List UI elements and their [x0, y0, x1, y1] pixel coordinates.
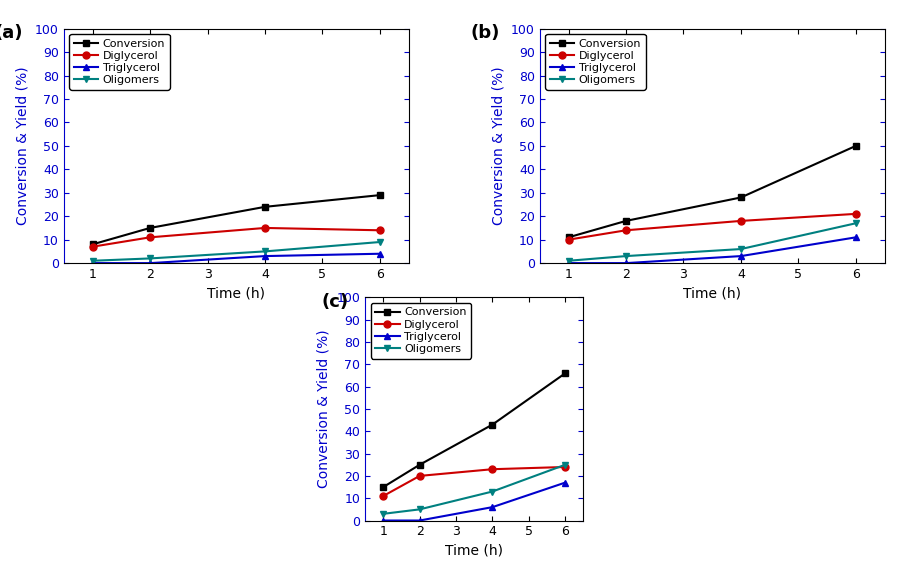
Line: Triglycerol: Triglycerol — [565, 234, 858, 267]
Oligomers — [486, 488, 497, 495]
Line: Triglycerol: Triglycerol — [379, 479, 568, 524]
Diglycerol — [562, 236, 573, 243]
Triglycerol — [414, 517, 425, 524]
Line: Oligomers: Oligomers — [89, 239, 383, 264]
Diglycerol — [260, 224, 271, 231]
Conversion — [619, 217, 630, 224]
X-axis label: Time (h): Time (h) — [445, 544, 503, 558]
Line: Oligomers: Oligomers — [379, 461, 568, 517]
Diglycerol — [145, 234, 156, 241]
Conversion — [849, 142, 860, 149]
Triglycerol — [87, 260, 98, 267]
Diglycerol — [849, 210, 860, 217]
Oligomers — [374, 239, 385, 245]
Diglycerol — [619, 227, 630, 234]
Text: (b): (b) — [470, 24, 499, 42]
Conversion — [559, 370, 570, 377]
Oligomers — [562, 257, 573, 264]
Conversion — [374, 192, 385, 198]
Y-axis label: Conversion & Yield (%): Conversion & Yield (%) — [15, 66, 29, 225]
Conversion — [260, 204, 271, 210]
Conversion — [87, 241, 98, 248]
Conversion — [486, 421, 497, 428]
Oligomers — [260, 248, 271, 255]
Triglycerol — [260, 253, 271, 260]
Line: Diglycerol: Diglycerol — [379, 463, 568, 499]
Oligomers — [734, 245, 745, 252]
Diglycerol — [377, 492, 388, 499]
Triglycerol — [374, 251, 385, 257]
Text: (a): (a) — [0, 24, 24, 42]
Diglycerol — [559, 463, 570, 470]
Conversion — [145, 224, 156, 231]
Line: Conversion: Conversion — [379, 370, 568, 491]
Legend: Conversion, Diglycerol, Triglycerol, Oligomers: Conversion, Diglycerol, Triglycerol, Oli… — [545, 34, 645, 90]
Line: Diglycerol: Diglycerol — [565, 210, 858, 243]
Triglycerol — [734, 253, 745, 260]
Text: (c): (c) — [321, 293, 348, 311]
Diglycerol — [734, 217, 745, 224]
Line: Diglycerol: Diglycerol — [89, 224, 383, 250]
Line: Oligomers: Oligomers — [565, 220, 858, 264]
Triglycerol — [559, 479, 570, 486]
Line: Triglycerol: Triglycerol — [89, 251, 383, 267]
Oligomers — [145, 255, 156, 262]
X-axis label: Time (h): Time (h) — [207, 287, 265, 300]
Conversion — [414, 461, 425, 468]
Oligomers — [559, 461, 570, 468]
Triglycerol — [619, 260, 630, 267]
Conversion — [734, 194, 745, 201]
Y-axis label: Conversion & Yield (%): Conversion & Yield (%) — [316, 329, 331, 488]
Triglycerol — [849, 234, 860, 241]
Y-axis label: Conversion & Yield (%): Conversion & Yield (%) — [491, 66, 505, 225]
Legend: Conversion, Diglycerol, Triglycerol, Oligomers: Conversion, Diglycerol, Triglycerol, Oli… — [370, 303, 470, 359]
X-axis label: Time (h): Time (h) — [682, 287, 741, 300]
Triglycerol — [377, 517, 388, 524]
Legend: Conversion, Diglycerol, Triglycerol, Oligomers: Conversion, Diglycerol, Triglycerol, Oli… — [69, 34, 169, 90]
Triglycerol — [145, 260, 156, 267]
Conversion — [377, 484, 388, 491]
Oligomers — [414, 506, 425, 513]
Oligomers — [849, 220, 860, 227]
Oligomers — [87, 257, 98, 264]
Diglycerol — [414, 472, 425, 479]
Oligomers — [619, 253, 630, 260]
Line: Conversion: Conversion — [89, 192, 383, 248]
Conversion — [562, 234, 573, 241]
Triglycerol — [562, 260, 573, 267]
Triglycerol — [486, 504, 497, 511]
Diglycerol — [486, 466, 497, 472]
Diglycerol — [87, 243, 98, 250]
Diglycerol — [374, 227, 385, 234]
Line: Conversion: Conversion — [565, 142, 858, 241]
Oligomers — [377, 510, 388, 517]
